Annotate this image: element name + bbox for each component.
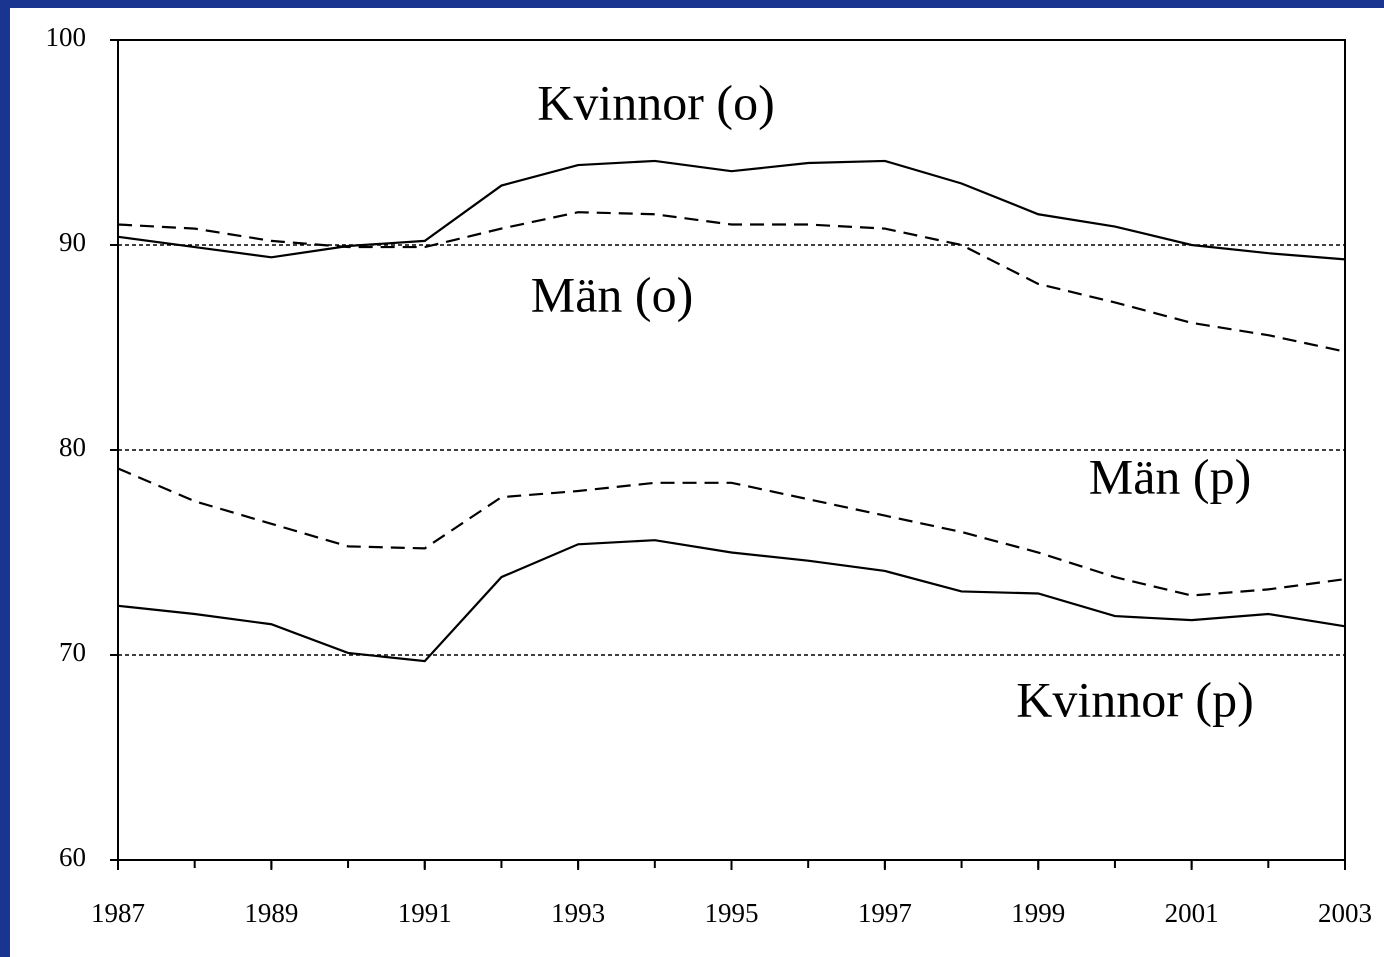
series-label: Män (p) xyxy=(1089,448,1251,504)
series-label: Kvinnor (p) xyxy=(1016,671,1253,727)
y-tick-label: 80 xyxy=(59,432,86,462)
x-tick-label: 1995 xyxy=(705,898,759,928)
series-line xyxy=(117,159,1346,261)
x-tick-label: 2003 xyxy=(1318,898,1372,928)
x-tick-label: 2001 xyxy=(1165,898,1219,928)
x-tick-label: 1989 xyxy=(244,898,298,928)
series-label: Män (o) xyxy=(531,266,693,322)
series-line xyxy=(117,211,1346,353)
x-tick-label: 1991 xyxy=(398,898,452,928)
series-line xyxy=(117,539,1346,663)
plot-frame xyxy=(117,39,1346,861)
y-tick-label: 70 xyxy=(59,637,86,667)
x-tick-label: 1993 xyxy=(551,898,605,928)
y-tick-label: 90 xyxy=(59,227,86,257)
series-label: Kvinnor (o) xyxy=(537,74,774,130)
x-tick-label: 1987 xyxy=(91,898,145,928)
x-tick-label: 1999 xyxy=(1011,898,1065,928)
y-tick-label: 100 xyxy=(46,22,87,52)
series-line xyxy=(117,467,1346,597)
y-tick-label: 60 xyxy=(59,842,86,872)
x-tick-label: 1997 xyxy=(858,898,912,928)
